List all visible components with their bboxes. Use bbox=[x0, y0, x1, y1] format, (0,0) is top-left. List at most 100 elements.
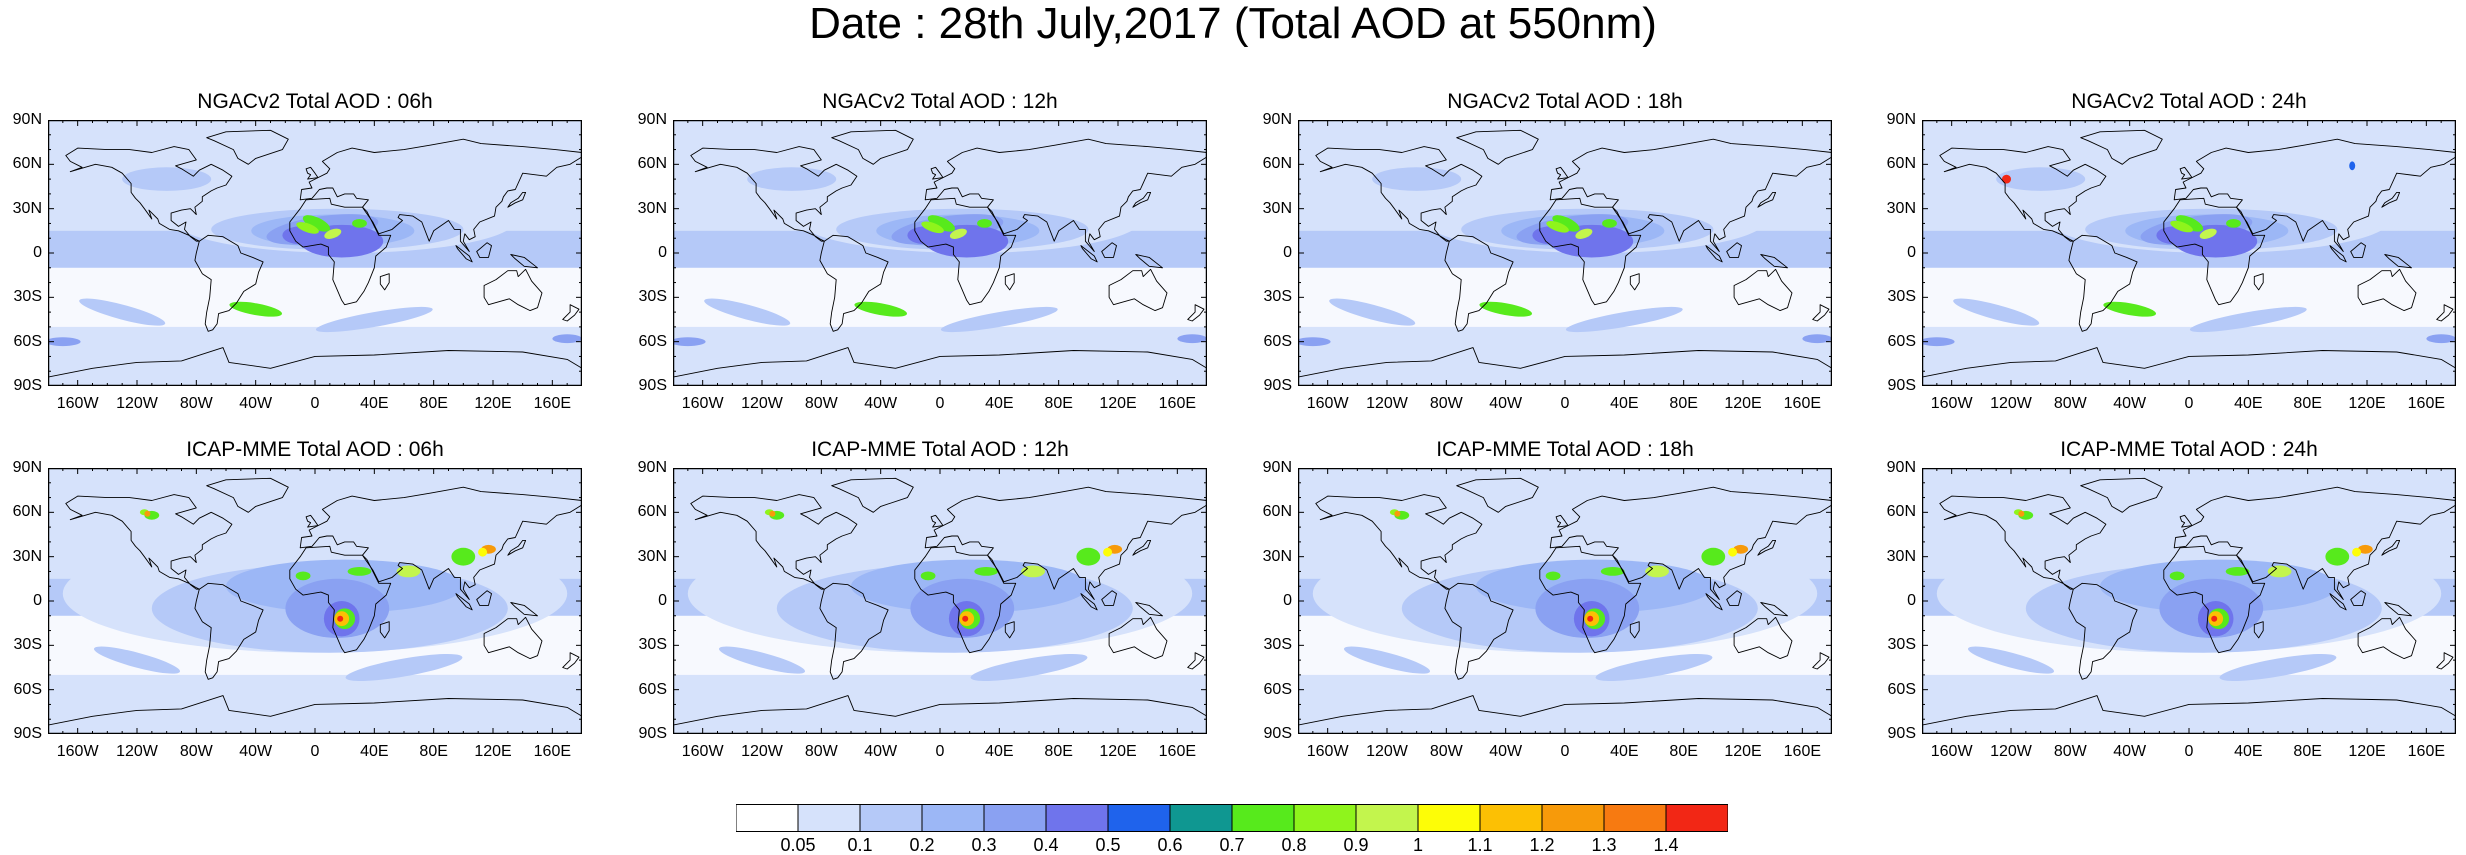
longitude-tick-label: 80E bbox=[1044, 395, 1073, 412]
aod-plume bbox=[1967, 646, 2055, 674]
aod-map bbox=[1297, 467, 1833, 735]
aod-plume bbox=[1343, 646, 1431, 674]
indonesia-coastline bbox=[455, 593, 473, 611]
aod-plume bbox=[302, 215, 331, 232]
colorbar-swatch bbox=[1665, 804, 1729, 832]
uk-coastline bbox=[305, 514, 319, 528]
greenland-coastline bbox=[831, 129, 914, 165]
longitude-tick-label: 40W bbox=[1489, 743, 1523, 760]
aod-plume bbox=[927, 215, 956, 232]
south-america-coastline bbox=[1444, 582, 1514, 680]
map-frame bbox=[1921, 467, 2457, 735]
new-zealand-coastline bbox=[1187, 652, 1205, 670]
latitude-tick-label: 90N bbox=[1262, 459, 1292, 476]
new-zealand-coastline bbox=[562, 652, 580, 670]
longitude-tick-label: 120E bbox=[2348, 395, 2386, 412]
longitude-tick-label: 80W bbox=[2053, 743, 2087, 760]
aod-plume bbox=[1595, 653, 1713, 682]
panel-title: ICAP-MME Total AOD : 06h bbox=[186, 438, 444, 461]
aod-plume bbox=[2170, 220, 2193, 233]
aod-plume bbox=[2352, 547, 2362, 557]
latitude-tick-label: 90S bbox=[13, 725, 42, 742]
aod-plume bbox=[1587, 615, 1594, 622]
africa-coastline bbox=[1539, 545, 1642, 654]
japan-coastline bbox=[2381, 539, 2401, 556]
north-america-coastline bbox=[1939, 146, 2107, 242]
greenland-coastline bbox=[1456, 129, 1539, 165]
new-guinea-coastline bbox=[1135, 254, 1163, 269]
aod-plume bbox=[1575, 228, 1593, 239]
latitude-tick-label: 30S bbox=[1263, 636, 1292, 654]
north-america-coastline bbox=[1315, 146, 1483, 242]
japan-coastline bbox=[507, 191, 527, 208]
latitude-tick-label: 90N bbox=[12, 111, 42, 128]
new-zealand-coastline bbox=[2436, 652, 2454, 670]
australia-coastline bbox=[2357, 616, 2417, 660]
eurasia-coastline bbox=[299, 138, 583, 252]
africa-coastline bbox=[1539, 197, 1642, 306]
aod-plume bbox=[1701, 547, 1726, 566]
map-panel: ICAP-MME Total AOD : 12h 90N 60N 30N 0 30S 60S… bbox=[625, 438, 1265, 768]
longitude-tick-label: 80W bbox=[179, 743, 213, 760]
latitude-tick-label: 60N bbox=[1262, 155, 1292, 173]
latitude-tick-label: 30S bbox=[638, 288, 667, 306]
longitude-tick-label: 40E bbox=[2234, 743, 2263, 760]
colorbar-swatch bbox=[1169, 804, 1233, 832]
new-guinea-coastline bbox=[1760, 254, 1788, 269]
greenland-coastline bbox=[206, 477, 289, 513]
panel-title: ICAP-MME Total AOD : 12h bbox=[811, 438, 1069, 461]
colorbar-swatch bbox=[797, 804, 861, 832]
longitude-tick-label: 80E bbox=[2293, 395, 2322, 412]
aod-plume bbox=[1645, 565, 1669, 578]
eurasia-coastline bbox=[2173, 138, 2457, 252]
latitude-tick-label: 90N bbox=[637, 459, 667, 476]
latitude-tick-label: 90N bbox=[1886, 459, 1916, 476]
colorbar-swatch bbox=[921, 804, 985, 832]
aod-plume bbox=[1479, 301, 1533, 317]
longitude-tick-label: 120E bbox=[474, 743, 512, 760]
africa-coastline bbox=[289, 545, 392, 654]
panel-title: NGACv2 Total AOD : 24h bbox=[2071, 90, 2307, 113]
south-america-coastline bbox=[1444, 234, 1514, 332]
africa-coastline bbox=[2163, 197, 2266, 306]
longitude-tick-label: 40W bbox=[864, 743, 898, 760]
aod-plume bbox=[300, 224, 384, 258]
aod-plume bbox=[1802, 334, 1832, 344]
australia-coastline bbox=[2357, 268, 2417, 312]
latitude-tick-label: 0 bbox=[1283, 592, 1292, 609]
greenland-coastline bbox=[2080, 129, 2163, 165]
latitude-tick-label: 30N bbox=[637, 199, 667, 217]
aod-plume bbox=[1177, 334, 1207, 344]
new-zealand-coastline bbox=[562, 304, 580, 322]
latitude-tick-label: 60N bbox=[12, 503, 42, 521]
longitude-tick-label: 160W bbox=[681, 743, 724, 760]
longitude-tick-label: 40E bbox=[1610, 395, 1639, 412]
colorbar-swatch bbox=[1107, 804, 1171, 832]
latitude-tick-label: 30S bbox=[13, 288, 42, 306]
aod-plume bbox=[352, 219, 367, 228]
latitude-tick-label: 60S bbox=[638, 680, 667, 698]
longitude-tick-label: 120W bbox=[741, 743, 783, 760]
longitude-tick-label: 160E bbox=[1158, 395, 1197, 412]
colorbar-label: 0.6 bbox=[1157, 835, 1183, 855]
latitude-tick-label: 30N bbox=[12, 199, 42, 217]
latitude-tick-label: 60N bbox=[1886, 155, 1916, 173]
aod-plume bbox=[2169, 571, 2185, 581]
aod-plume bbox=[769, 510, 776, 517]
latitude-tick-label: 90S bbox=[638, 725, 667, 742]
colorbar-swatch bbox=[1603, 804, 1667, 832]
aod-map bbox=[45, 119, 583, 387]
madagascar-coastline bbox=[1629, 621, 1640, 639]
latitude-tick-label: 90N bbox=[1262, 111, 1292, 128]
panel-title: ICAP-MME Total AOD : 18h bbox=[1436, 438, 1694, 461]
aod-plume bbox=[229, 301, 283, 317]
africa-coastline bbox=[914, 197, 1017, 306]
panel-title: ICAP-MME Total AOD : 24h bbox=[2060, 438, 2318, 461]
aod-plume bbox=[552, 334, 582, 344]
eurasia-coastline bbox=[2173, 486, 2457, 600]
map-frame bbox=[1919, 119, 2457, 387]
colorbar-swatch bbox=[1541, 804, 1605, 832]
colorbar-swatch bbox=[1293, 804, 1357, 832]
colorbar-label: 0.3 bbox=[971, 835, 997, 855]
aod-plume bbox=[2189, 306, 2307, 333]
